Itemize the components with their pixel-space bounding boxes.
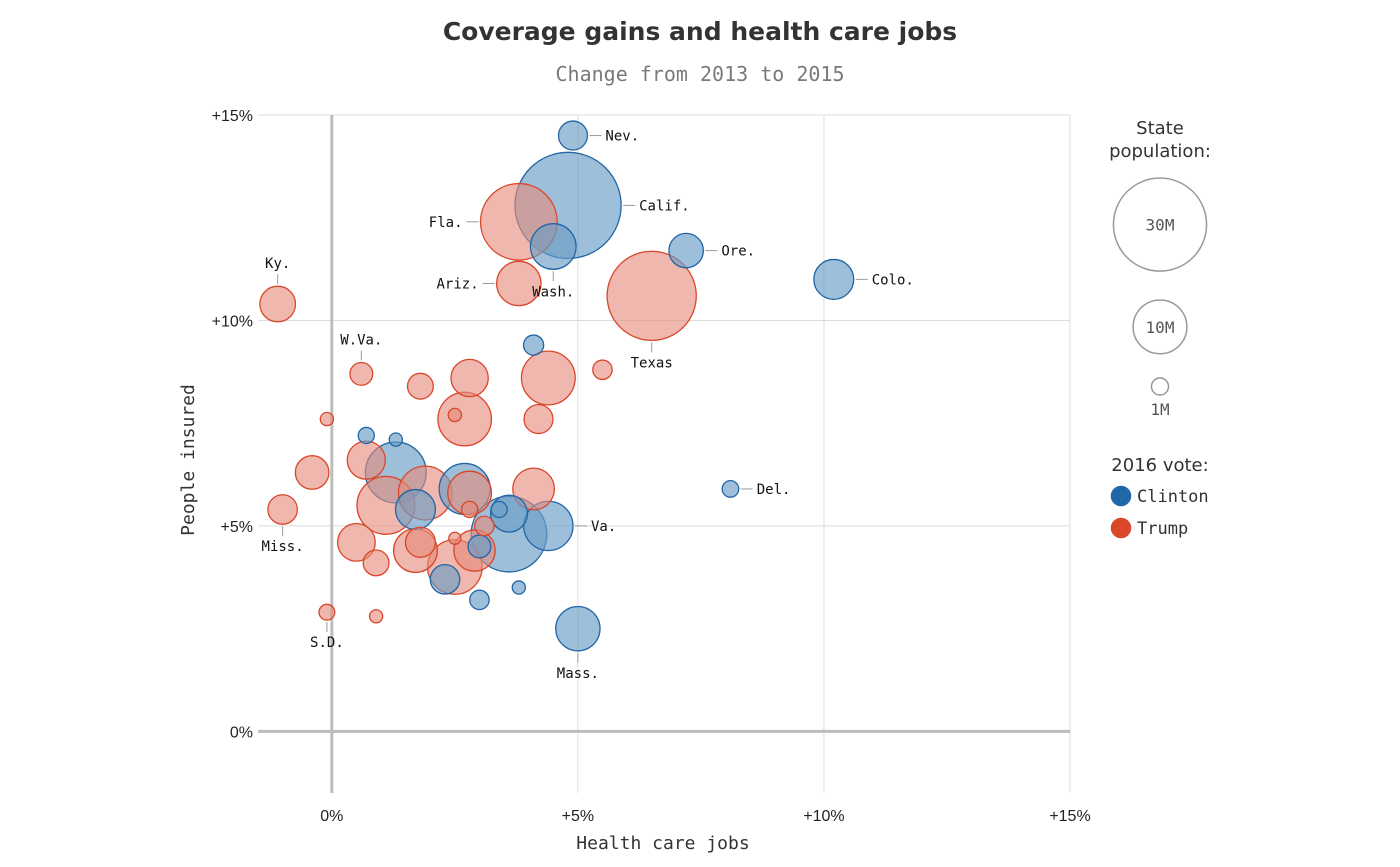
state-label: Texas: [631, 355, 673, 371]
bubble: [336, 522, 376, 562]
chart-title: Coverage gains and health care jobs: [443, 17, 957, 46]
bubble: [319, 411, 335, 427]
bubble: [496, 260, 542, 307]
legend-size-label: 30M: [1146, 216, 1175, 235]
bubble: [404, 526, 437, 558]
legend-vote-swatch: [1110, 517, 1132, 539]
state-label: S.D.: [310, 635, 344, 651]
state-label: Ky.: [265, 256, 290, 272]
bubble: [294, 455, 330, 490]
legend-size-circle: [1150, 377, 1170, 396]
bubble: [606, 250, 697, 342]
bubble: [448, 531, 462, 545]
bubble: [668, 232, 705, 269]
bubble: [259, 285, 297, 323]
y-tick-label: +15%: [212, 108, 253, 125]
bubble: [368, 609, 384, 624]
legend-size-title: State: [1136, 118, 1184, 139]
bubble: [349, 361, 374, 386]
legend-size-title: population:: [1109, 141, 1211, 162]
chart-subtitle: Change from 2013 to 2015: [556, 62, 845, 86]
bubble: [467, 534, 492, 559]
bubble: [512, 467, 556, 511]
state-label: Mass.: [557, 666, 599, 682]
bubble: [474, 515, 495, 537]
x-tick-label: +5%: [562, 808, 594, 825]
bubble: [318, 603, 336, 621]
axes: 0% +5% +10% +15% 0% +5% +10% +15%: [212, 108, 1091, 825]
bubble: [346, 440, 386, 480]
bubble: [523, 403, 554, 435]
bubble: [450, 358, 489, 398]
bubble: [592, 359, 613, 381]
bubble: [522, 334, 545, 356]
bubble: [557, 120, 589, 151]
bubble: [460, 500, 479, 519]
legend-size-circle: [1132, 299, 1188, 355]
y-tick-label: +5%: [221, 519, 253, 536]
x-tick-label: +10%: [803, 808, 844, 825]
state-label: Ariz.: [437, 276, 479, 292]
bubble: [437, 391, 493, 447]
legend-vote-title: 2016 vote:: [1111, 455, 1208, 476]
y-tick-label: +10%: [212, 313, 253, 330]
bubble: [813, 258, 855, 300]
x-tick-label: 0%: [320, 808, 343, 825]
state-label: Fla.: [429, 215, 463, 231]
bubble: [429, 563, 461, 595]
state-label: Nev.: [605, 129, 639, 145]
bubble: [490, 500, 508, 519]
y-tick-label: 0%: [230, 724, 253, 741]
x-tick-label: +15%: [1049, 808, 1090, 825]
legend-vote-label: Clinton: [1137, 487, 1209, 507]
state-label: Va.: [591, 519, 616, 535]
state-label: Del.: [757, 482, 791, 498]
bubble: [406, 372, 434, 400]
legend-size-label: 10M: [1146, 318, 1175, 337]
legend-size-circle: [1112, 177, 1208, 272]
bubbles: [259, 120, 855, 652]
state-label: W.Va.: [340, 332, 382, 348]
bubble: [555, 605, 601, 652]
bubble: [511, 580, 527, 595]
state-label: Calif.: [639, 198, 690, 214]
bubble: [529, 223, 577, 270]
x-axis-title: Health care jobs: [576, 833, 749, 854]
bubble: [388, 432, 404, 447]
bubble: [267, 494, 298, 525]
bubble: [357, 426, 375, 445]
bubble: [469, 589, 490, 611]
bubble: [520, 350, 576, 406]
bubble: [447, 407, 463, 423]
legend-vote-label: Trump: [1137, 519, 1188, 539]
state-label: Colo.: [872, 272, 914, 288]
legend-vote-swatch: [1110, 485, 1132, 507]
legend-size-label: 1M: [1150, 400, 1169, 419]
bubble: [362, 549, 390, 577]
bubble: [394, 488, 437, 531]
state-label: Wash.: [532, 284, 574, 300]
state-label: Ore.: [721, 244, 755, 260]
bubble: [721, 479, 740, 498]
state-labels: Nev. Calif. Fla. Wash. Ore. Ariz. Colo. Texas Ky…: [262, 129, 914, 682]
state-label: Miss.: [262, 539, 304, 555]
y-axis-title: People insured: [178, 384, 199, 536]
